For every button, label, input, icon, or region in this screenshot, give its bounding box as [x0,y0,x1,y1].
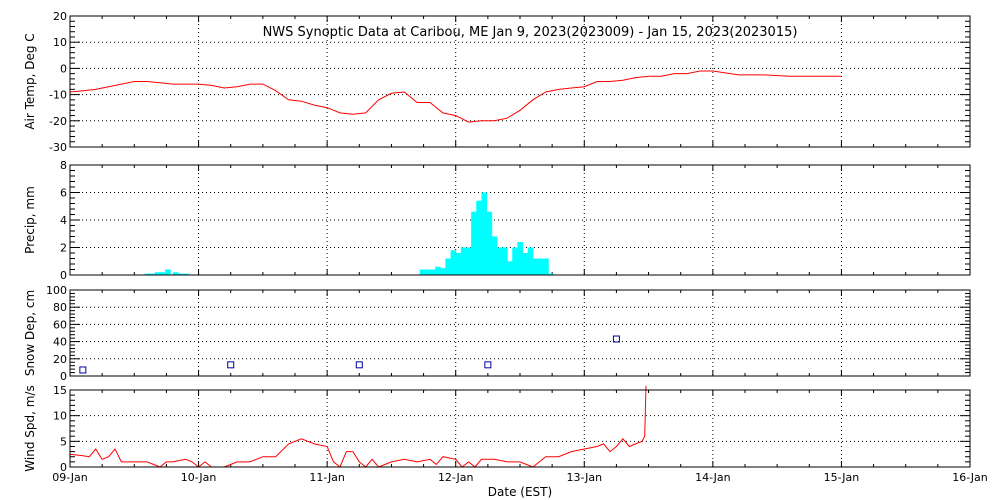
precip-bar [154,272,161,275]
precip-bar [522,253,529,275]
precip-bar [149,273,156,275]
x-axis-label: Date (EST) [488,485,552,499]
precip-bar [538,258,544,275]
panel-frame [69,389,971,468]
precip-bar [450,250,457,275]
panel-frame [69,164,971,276]
snow-depth-point [355,361,363,369]
precip-bar [172,272,179,275]
air-temp-panel: 20 10 0 -10 -20 -30 Air Temp, Deg C [23,10,971,154]
y-tick-label: 4 [60,214,67,227]
precip-bar [512,247,518,275]
y-tick-label: 15 [53,384,67,397]
panel-frame [69,15,971,148]
x-tick-label: 16-Jan [952,471,988,484]
precip-bar [440,268,446,275]
snow-depth-panel: 100 80 60 40 20 0 Snow Dep, cm [23,284,971,383]
precip-panel: 8 6 4 2 0 Precip, mm [23,159,971,282]
precip-bar [419,269,426,275]
precip-bar [466,247,472,275]
x-tick-label: 09-Jan [52,471,88,484]
precip-bar [460,247,467,275]
x-axis-tick-labels: 09-Jan 10-Jan 11-Jan 12-Jan 13-Jan 14-Jan 15-J… [52,471,988,484]
y-tick-label: 0 [60,62,67,75]
y-tick-label: 0 [60,370,67,383]
y-tick-label: 2 [60,242,67,255]
y-tick-label: 5 [60,435,67,448]
precip-bar [160,272,166,275]
y-tick-label: 60 [53,318,67,331]
snow-depth-point [484,361,492,369]
snow-depth-point [227,361,235,369]
precip-bar [476,200,482,275]
x-tick-label: 11-Jan [309,471,345,484]
snow-depth-point [79,366,87,374]
precip-bar [183,273,189,275]
y-tick-label: 10 [53,410,67,423]
y-tick-label: 0 [60,461,67,474]
y-tick-label: 40 [53,336,67,349]
precip-bar [481,192,488,275]
wind-speed-series-line [70,385,647,468]
y-tick-label: -20 [49,115,67,128]
precip-bar [486,211,493,275]
precip-bar [507,261,513,275]
y-axis-label: Air Temp, Deg C [23,33,37,129]
precip-bar [502,247,508,275]
y-axis-label: Wind Spd, m/s [23,385,37,471]
y-tick-label: 20 [53,10,67,23]
chart-title: NWS Synoptic Data at Caribou, ME Jan 9, … [263,25,798,40]
precip-bar [165,269,171,275]
x-tick-label: 10-Jan [181,471,217,484]
precip-bar [144,273,151,275]
wind-speed-panel: 15 10 5 0 Wind Spd, m/s [23,384,971,474]
y-axis-label: Precip, mm [23,186,37,254]
precip-bar [178,273,184,275]
y-tick-label: 6 [60,187,67,200]
precip-bar [527,247,534,275]
precip-bar [455,253,462,275]
y-tick-label: 8 [60,159,67,172]
y-tick-label: 20 [53,353,67,366]
y-tick-label: 80 [53,301,67,314]
y-tick-label: 10 [53,36,67,49]
y-tick-label: -10 [49,89,67,102]
precip-bar [496,247,503,275]
precip-bar [517,242,524,275]
precip-bar [435,266,441,275]
x-tick-label: 12-Jan [438,471,474,484]
x-tick-label: 14-Jan [695,471,731,484]
y-tick-label: -30 [49,141,67,154]
precip-bar [445,258,452,275]
precip-bar [424,269,431,275]
panel-frame [69,289,971,377]
y-axis-label: Snow Dep, cm [23,290,37,376]
snow-depth-point [612,335,620,343]
y-tick-label: 100 [46,284,67,297]
precip-bar [491,236,498,275]
x-tick-label: 15-Jan [824,471,860,484]
precip-bar [543,258,549,275]
x-tick-label: 13-Jan [567,471,603,484]
y-tick-label: 0 [60,269,67,282]
precip-bar [548,273,554,275]
air-temp-series-line [70,70,842,123]
precip-bar [532,258,539,275]
precip-bar [430,269,436,275]
precip-bar [471,211,477,275]
